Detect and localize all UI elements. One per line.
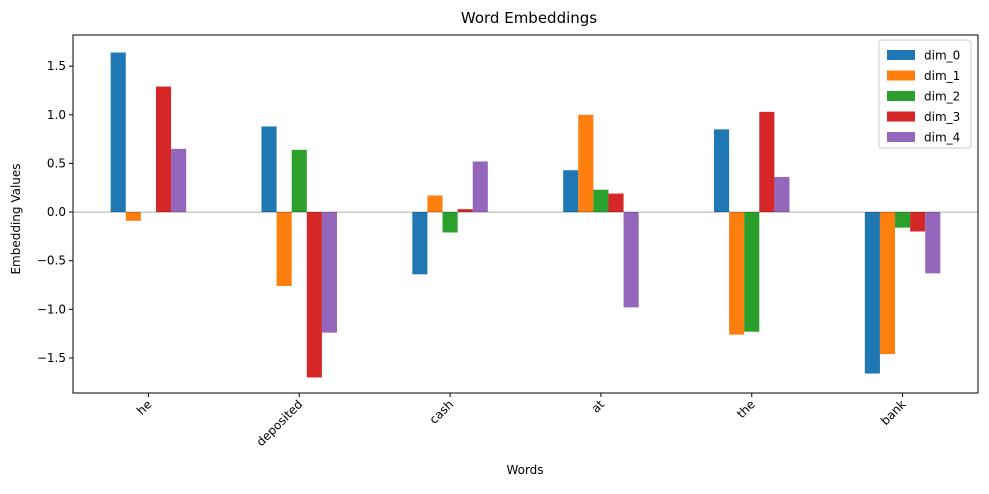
bar-dim_2-cash — [442, 212, 458, 233]
legend-label-dim_4: dim_4 — [924, 131, 960, 145]
bar-dim_3-cash — [457, 209, 473, 213]
axes-layer — [72, 34, 979, 394]
legend: dim_0 dim_1 dim_2 dim_3 dim_4 — [878, 39, 972, 149]
x-tick-label: bank — [878, 397, 909, 428]
bar-dim_4-the — [774, 177, 790, 213]
bar-dim_1-the — [729, 212, 745, 335]
legend-swatch-dim_2 — [887, 91, 915, 101]
x-ticks-layer: he deposited cash at the bank — [134, 393, 909, 449]
x-tick-label: cash — [427, 397, 457, 427]
x-tick-label: the — [734, 397, 758, 421]
bars-layer — [110, 52, 941, 378]
bar-dim_4-cash — [472, 161, 488, 213]
bar-dim_4-bank — [925, 212, 941, 274]
y-tick-label: 1.0 — [47, 108, 66, 122]
bar-dim_2-at — [593, 189, 609, 213]
chart-title: Word Embeddings — [461, 9, 597, 27]
bar-dim_0-the — [714, 129, 730, 213]
x-axis-label: Words — [506, 463, 543, 477]
bar-dim_0-bank — [864, 212, 880, 374]
y-tick-label: 0.0 — [47, 205, 66, 219]
bar-dim_0-at — [563, 170, 579, 213]
bar-dim_1-he — [125, 212, 141, 221]
x-tick-label: at — [589, 397, 608, 416]
bar-dim_3-deposited — [306, 212, 322, 378]
legend-label-dim_3: dim_3 — [924, 110, 960, 124]
bar-dim_1-deposited — [276, 212, 292, 286]
y-tick-label: −1.0 — [37, 302, 66, 316]
plot-frame — [72, 34, 979, 394]
bar-dim_0-cash — [412, 212, 428, 275]
legend-swatch-dim_4 — [887, 132, 915, 142]
legend-label-dim_2: dim_2 — [924, 90, 960, 104]
x-tick-label: deposited — [254, 397, 306, 449]
legend-label-dim_1: dim_1 — [924, 69, 960, 83]
y-tick-label: −0.5 — [37, 254, 66, 268]
bar-dim_2-the — [744, 212, 760, 332]
bar-dim_1-cash — [427, 195, 443, 213]
bar-dim_4-deposited — [321, 212, 337, 333]
y-tick-label: 0.5 — [47, 156, 66, 170]
legend-swatch-dim_1 — [887, 70, 915, 81]
bar-dim_0-he — [110, 52, 126, 213]
bar-dim_3-he — [155, 86, 172, 213]
y-axis-label: Embedding Values — [9, 163, 23, 274]
bar-dim_4-he — [171, 148, 187, 213]
bar-dim_3-the — [759, 111, 775, 213]
legend-label-dim_0: dim_0 — [924, 49, 960, 63]
bar-dim_1-bank — [879, 212, 896, 355]
bar-dim_2-deposited — [291, 149, 307, 213]
bar-dim_3-bank — [910, 212, 926, 232]
legend-swatch-dim_3 — [887, 111, 915, 122]
bar-dim_0-deposited — [261, 126, 277, 213]
y-tick-label: 1.5 — [47, 59, 66, 73]
bar-dim_3-at — [608, 193, 624, 213]
legend-swatch-dim_0 — [887, 50, 915, 60]
bar-dim_2-bank — [895, 212, 911, 228]
x-tick-label: he — [134, 397, 155, 418]
bar-dim_4-at — [623, 212, 639, 308]
y-tick-label: −1.5 — [37, 351, 66, 365]
y-ticks-layer: −1.5 −1.0 −0.5 0.0 0.5 1.0 1.5 — [37, 59, 73, 365]
bar-dim_1-at — [578, 114, 594, 213]
